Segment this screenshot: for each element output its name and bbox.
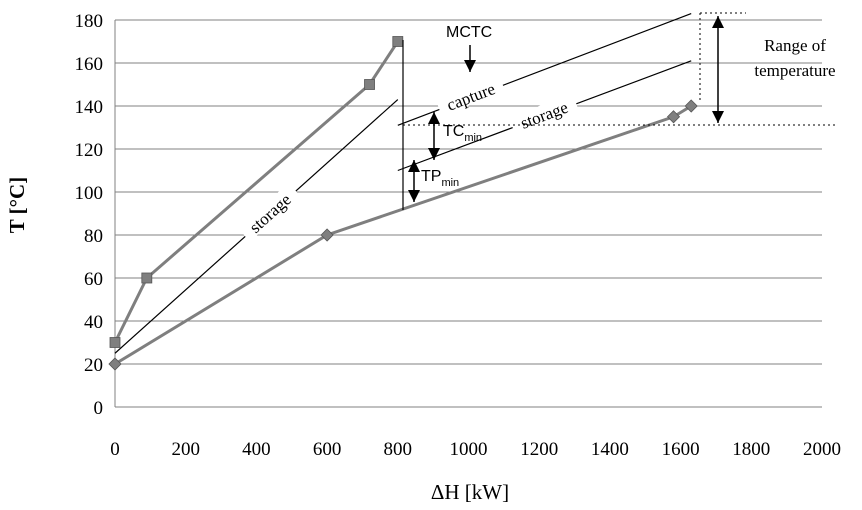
guide-label-bg [435, 75, 506, 117]
y-tick-label: 160 [75, 54, 104, 75]
x-tick-label: 200 [171, 439, 200, 460]
y-tick-label: 60 [84, 269, 103, 290]
y-tick-label: 0 [94, 398, 104, 419]
tp-min-sub: min [441, 177, 459, 189]
y-axis-title: T [°C] [5, 177, 29, 233]
y-tick-label: 100 [75, 183, 104, 204]
x-tick-label: 1800 [732, 439, 770, 460]
guide-label: storage [246, 190, 295, 237]
x-tick-label: 1400 [591, 439, 629, 460]
square-marker [392, 36, 404, 47]
square-marker [109, 337, 121, 348]
diamond-marker [108, 357, 122, 371]
tc-min-main: TC [443, 123, 464, 140]
x-tick-label: 1600 [662, 439, 700, 460]
y-tick-labels: 0 20 40 60 80 100 120 140 160 180 [75, 11, 104, 419]
y-tick-label: 40 [84, 312, 103, 333]
guide-label: storage [518, 98, 571, 133]
annotations: MCTC TCmin TPmin Range of temperature [402, 12, 838, 210]
x-axis-title: ΔH [kW] [431, 480, 509, 504]
tc-min-sub: min [464, 132, 482, 144]
range-label-line1: Range of [764, 36, 826, 55]
y-tick-label: 120 [75, 140, 104, 161]
diamond-marker [684, 99, 698, 113]
guide-label-bg [237, 182, 301, 242]
tc-min-label: TCmin [443, 123, 482, 144]
x-tick-label: 800 [384, 439, 413, 460]
series-line [113, 40, 400, 344]
x-tick-label: 400 [242, 439, 271, 460]
tp-min-main: TP [421, 168, 441, 185]
guide-label: capture [444, 79, 498, 115]
y-tick-label: 20 [84, 355, 103, 376]
x-tick-labels: 0 200 400 600 800 1000 1200 1400 1600 1800 2000 [110, 439, 841, 460]
y-tick-label: 80 [84, 226, 103, 247]
x-tick-label: 600 [313, 439, 342, 460]
diamond-marker [320, 228, 334, 242]
range-label-line2: temperature [754, 61, 835, 80]
square-marker [141, 272, 153, 284]
x-tick-label: 1200 [520, 439, 558, 460]
diamond-marker [666, 110, 681, 124]
guide-label-bg [508, 93, 579, 135]
y-tick-label: 180 [75, 11, 104, 32]
y-tick-label: 140 [75, 97, 104, 118]
x-tick-label: 0 [110, 439, 120, 460]
x-tick-label: 1000 [450, 439, 488, 460]
x-tick-label: 2000 [803, 439, 841, 460]
tp-min-label: TPmin [421, 168, 459, 189]
square-marker [364, 79, 375, 90]
series-line [114, 104, 692, 366]
mctc-label: MCTC [446, 24, 492, 41]
data-series [108, 36, 698, 371]
